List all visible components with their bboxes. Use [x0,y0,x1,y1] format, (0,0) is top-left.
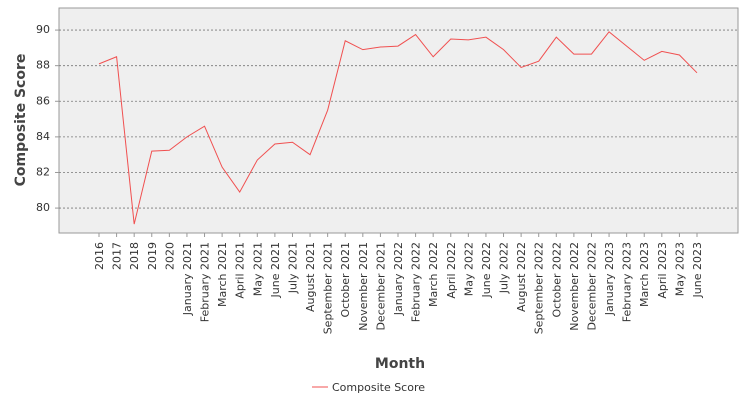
x-tick-label: January 2021 [181,242,194,316]
x-tick-label: March 2021 [216,242,229,307]
x-tick-label: August 2021 [304,242,317,312]
x-tick-label: January 2023 [603,242,616,316]
plot-area [58,7,739,234]
x-tick-label: October 2022 [550,242,563,318]
y-tick-label: 90 [36,23,50,36]
x-tick-label: April 2022 [445,242,458,299]
y-tick-label: 80 [36,201,50,214]
x-tick-label: January 2022 [392,242,405,316]
x-tick-label: May 2022 [462,242,475,296]
x-tick-label: February 2021 [199,242,212,322]
x-tick-label: June 2023 [691,242,704,298]
x-tick-label: April 2023 [656,242,669,299]
x-tick-label: May 2021 [251,242,264,296]
x-tick-label: August 2022 [515,242,528,312]
y-tick-label: 84 [36,130,50,143]
x-tick-label: 2018 [128,242,141,270]
y-tick-label: 88 [36,59,50,72]
x-tick-label: December 2022 [585,242,598,331]
x-tick-label: 2017 [111,242,124,270]
x-tick-label: September 2022 [533,242,546,334]
x-tick-label: 2016 [93,242,106,270]
legend-label: Composite Score [332,381,425,394]
x-tick-label: November 2021 [357,242,370,331]
x-tick-label: November 2022 [568,242,581,331]
line [98,31,698,225]
x-axis-title: Month [375,356,425,372]
x-tick-label: February 2023 [621,242,634,322]
y-axis-title: Composite Score [13,54,29,187]
x-tick-label: March 2022 [427,242,440,307]
x-tick-label: July 2022 [498,242,511,294]
x-tick-label: March 2023 [638,242,651,307]
y-tick-label: 82 [36,165,50,178]
y-tick-label: 86 [36,94,50,107]
x-tick-label: June 2021 [269,242,282,298]
x-tick-label: April 2021 [234,242,247,299]
x-tick-label: July 2021 [286,242,299,294]
x-tick-label: 2020 [163,242,176,270]
x-tick-label: September 2021 [322,242,335,334]
x-tick-label: June 2022 [480,242,493,298]
x-tick-label: May 2023 [673,242,686,296]
x-tick-label: February 2022 [410,242,423,322]
x-tick-label: October 2021 [339,242,352,318]
x-tick-label: 2019 [146,242,159,270]
x-tick-label: December 2021 [374,242,387,331]
